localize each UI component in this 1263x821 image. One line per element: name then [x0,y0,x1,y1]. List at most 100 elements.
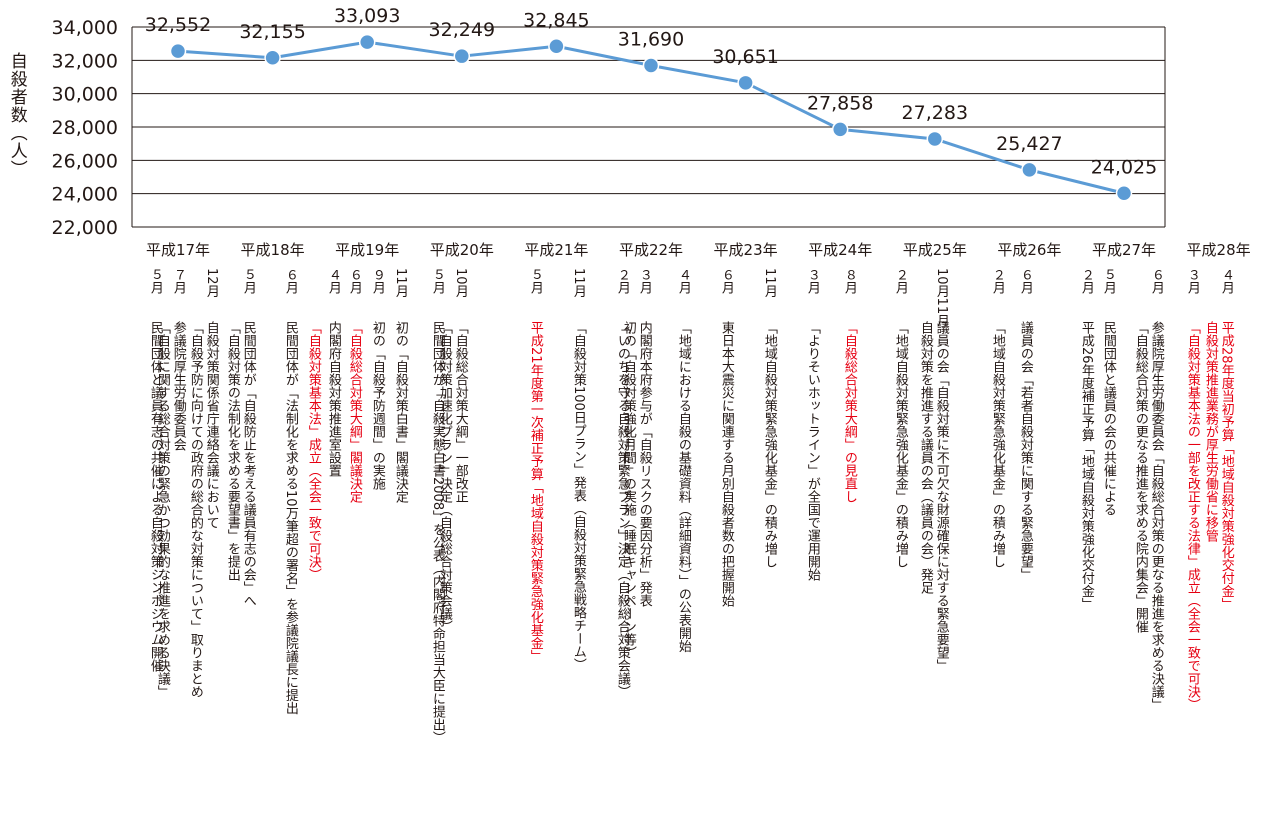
timeline-event: 内閣府本府参与が「自殺リスクの要因分析」発表 初の「自殺対策強化月間」の実施（睡… [620,321,652,659]
timeline-month: ５月 [1100,268,1116,294]
data-point [453,47,471,65]
timeline-month: ４月 [1218,268,1234,294]
timeline-event: 議員の会「若者自殺対策に関する緊急要望」 [1017,321,1033,581]
timeline-event: 「自殺総合対策大綱」の見直し [841,321,857,503]
x-tick-label: 平成21年 [524,241,588,259]
y-tick-labels: 22,000 24,000 26,000 28,000 30,000 32,000 34,0… [52,17,118,239]
x-tick-label: 平成28年 [1187,241,1251,259]
data-label: 33,093 [334,5,400,27]
timeline-month: ３月 [804,268,820,294]
timeline-month: ４月 [675,268,691,294]
timeline-month: ６月 [718,268,734,294]
timeline-month: ３月 [636,268,652,294]
data-point [169,42,187,60]
x-tick-label: 平成25年 [903,241,967,259]
timeline-event: 「自殺総合対策大綱」一部改正 「自殺対策加速化プラン」決定（自殺総合対策会議） [436,321,468,633]
timeline-event: 民間団体と議員有志の共催による自殺対策シンポジウム開催 [147,321,163,672]
y-tick-label: 26,000 [52,150,118,172]
timeline-month: ９月 [369,268,385,294]
x-tick-label: 平成26年 [997,241,1061,259]
data-point [926,130,944,148]
y-tick-label: 22,000 [52,217,118,239]
x-tick-label: 平成17年 [146,241,210,259]
x-tick-label: 平成19年 [335,241,399,259]
data-label: 32,249 [429,19,495,41]
x-tick-label: 平成18年 [241,241,305,259]
timeline-event: 「自殺対策基本法の一部を改正する法律」成立（全会一致で可決） [1184,321,1200,711]
data-points [169,33,1133,202]
data-point [1021,161,1038,179]
x-tick-label: 平成20年 [430,241,494,259]
timeline-event: 「よりそいホットライン」が全国で運用開始 [804,321,820,581]
timeline-event: 民間団体が「法制化を求める10万筆超の署名」を参議院議長に提出 [282,321,298,715]
timeline-month: ６月 [1148,268,1164,294]
timeline-event: 民間団体が「自殺防止を考える議員有志の会」へ 「自殺対策の法制化を求める要望書」… [224,321,256,607]
timeline-month: 11月 [392,268,408,298]
x-tick-label: 平成27年 [1092,241,1156,259]
timeline-month: ６月 [1017,268,1033,294]
data-label: 31,690 [618,29,684,51]
x-tick-labels: 平成17年 平成18年 平成19年 平成20年 平成21年 平成22年 平成23年 平成24年… [146,241,1251,259]
data-label: 32,155 [239,21,305,43]
timeline-month: ８月 [841,268,857,294]
data-labels: 32,552 32,155 33,093 32,249 32,845 31,690 30,6… [145,5,1157,178]
timeline-event: 東日本大震災に関連する月別自殺者数の把握開始 [718,321,734,607]
timeline-event: 「いのちを守る自殺対策緊急プラン」決定（自殺総合対策会議） [614,321,630,698]
timeline-event: 初の「自殺予防週間」の実施 [369,321,385,490]
grid-lines [131,26,1166,228]
timeline-month: 11月 [570,268,586,298]
timeline-event: 「地域自殺対策緊急強化基金」の積み増し [761,321,777,568]
y-tick-label: 30,000 [52,84,118,106]
timeline-month: 12月 [203,268,219,298]
y-tick-label: 34,000 [52,17,118,39]
x-tick-label: 平成23年 [714,241,778,259]
timeline-month: ７月 [170,268,186,294]
x-tick-label: 平成22年 [619,241,683,259]
timeline-event: 平成26年度補正予算「地域自殺対策強化交付金」 [1078,321,1094,611]
timeline-month: ５月 [527,268,543,294]
timeline-month: ２月 [989,268,1005,294]
timeline-event: 参議院厚生労働委員会「自殺総合対策の更なる推進を求める決議」 「自殺総合対策の更… [1132,321,1164,711]
timeline-event: 内閣府自殺対策推進室設置 [325,321,341,477]
timeline-event: 平成21年度第一次補正予算「地域自殺対策緊急強化基金」 [527,321,543,663]
timeline-month: ２月 [1078,268,1094,294]
data-label: 30,651 [712,46,778,68]
timeline-month: ２月 [614,268,630,294]
timeline-month: ５月 [240,268,256,294]
data-point [548,38,565,55]
y-tick-label: 32,000 [52,50,118,72]
timeline-event: 平成28年度当初予算「地域自殺対策強化交付金」 自殺対策推進業務が厚生労働省に移… [1202,321,1234,611]
timeline-event: 「地域自殺対策緊急強化基金」の積み増し [989,321,1005,568]
data-label: 27,283 [902,102,968,124]
timeline-month: ６月 [282,268,298,294]
data-point [264,49,281,66]
y-tick-label: 28,000 [52,117,118,139]
timeline-month: ６月 [346,268,362,294]
timeline-month: 10月 [452,268,468,298]
timeline-event: 「地域自殺対策緊急強化基金」の積み増し [892,321,908,568]
timeline-month: ５月 [429,268,445,294]
timeline-month: ３月 [1184,268,1200,294]
timeline-month: 10月11月 [933,268,949,328]
data-label: 24,025 [1091,156,1157,178]
timeline-event: 自殺対策関係省庁連絡会議において 「自殺予防に向けての政府の総合的な対策について… [187,321,219,698]
timeline-event: 「自殺対策100日プラン」発表（自殺対策緊急戦略チーム） [570,321,586,671]
timeline-event: 民間団体と議員の会の共催による [1100,321,1116,516]
data-point [642,57,660,74]
data-label: 32,552 [145,14,211,36]
line-chart: 22,000 24,000 26,000 28,000 30,000 32,000 34,0… [52,5,1251,259]
y-tick-label: 24,000 [52,184,118,206]
y-axis-label: 自殺者数（人） [6,52,27,178]
data-label: 27,858 [807,92,873,114]
data-label: 32,845 [523,9,589,31]
timeline-event: 「自殺対策基本法」成立（全会一致で可決） [305,321,321,581]
data-point [831,121,849,138]
data-point [358,33,376,51]
timeline-month: ２月 [892,268,908,294]
timeline-event: 議員の会「自殺対策に不可欠な財源確保に対する緊急要望」 自殺対策を推進する議員の… [917,321,949,672]
timeline-event: 「地域における自殺の基礎資料（詳細資料）」の公表開始 [675,321,691,653]
data-point [737,74,754,92]
data-point [1115,185,1133,202]
timeline-event: 民間団体が「自殺実態白書2008」を公表（内閣府特命担当大臣に提出） [429,321,445,745]
timeline-event: 「自殺総合対策大綱」閣議決定 [346,321,362,503]
